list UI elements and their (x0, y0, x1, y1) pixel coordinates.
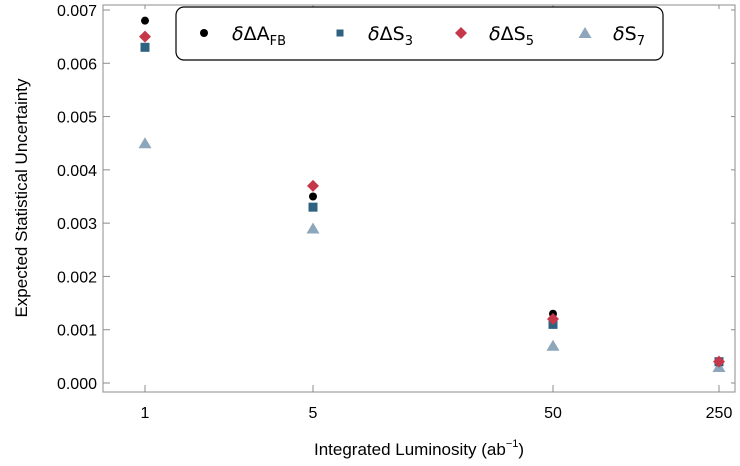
legend-marker-triangle (578, 27, 592, 38)
legend-label-main: ΔS (380, 23, 405, 45)
legend: δΔAFB δΔS3 δΔS5 δS7 (175, 6, 664, 61)
legend-marker-circle (200, 29, 208, 37)
y-tick-label: 0.006 (57, 56, 97, 73)
data-point-square (140, 42, 150, 52)
legend-label-subscript: FB (270, 34, 286, 49)
y-tick-label: 0.005 (57, 110, 97, 127)
y-axis-title: Expected Statistical Uncertainty (12, 78, 31, 318)
y-tick-label: 0.002 (57, 269, 97, 286)
x-axis-title: Integrated Luminosity (ab−1) (314, 438, 524, 459)
data-point-circle (309, 192, 317, 201)
data-point-diamond (713, 355, 725, 368)
data-point-square (308, 202, 318, 212)
x-tick-label: 250 (706, 405, 733, 422)
data-point-triangle (546, 339, 560, 351)
legend-label-subscript: 5 (526, 34, 534, 49)
data-point-triangle (306, 222, 320, 234)
legend-label-main: ΔA (244, 23, 270, 45)
y-axis-ticks: 0.000 0.001 0.002 0.003 0.004 0.005 0.006 0.007 (57, 3, 735, 393)
legend-label: δΔS5 (489, 23, 534, 49)
legend-label-subscript: 3 (405, 34, 413, 49)
legend-label-prefix: δ (368, 23, 380, 45)
data-marks (138, 16, 726, 373)
y-tick-label: 0.000 (57, 376, 97, 393)
data-point-diamond (307, 179, 319, 192)
legend-label: δΔAFB (232, 23, 286, 49)
legend-marker-square (336, 29, 344, 37)
data-point-diamond (139, 30, 151, 43)
legend-label: δΔS3 (368, 23, 413, 49)
legend-label-prefix: δ (489, 23, 501, 45)
legend-box (175, 6, 664, 61)
data-point-circle (141, 16, 149, 25)
x-tick-label: 1 (141, 405, 150, 422)
y-tick-label: 0.003 (57, 216, 97, 233)
legend-label-prefix: δ (232, 23, 244, 45)
x-tick-label: 5 (309, 405, 318, 422)
x-axis-ticks: 1 5 50 250 (141, 5, 733, 422)
legend-label: δS7 (613, 23, 645, 49)
y-tick-label: 0.001 (57, 323, 97, 340)
legend-label-subscript: 7 (637, 34, 645, 49)
x-tick-label: 50 (544, 405, 562, 422)
legend-marker-diamond (455, 27, 467, 39)
y-tick-label: 0.004 (57, 163, 97, 180)
data-point-diamond (547, 313, 559, 326)
data-point-triangle (138, 137, 152, 149)
legend-label-main: ΔS (501, 23, 526, 45)
y-tick-label: 0.007 (57, 3, 97, 20)
legend-label-prefix: δ (613, 23, 625, 45)
plot-frame (102, 4, 736, 393)
legend-label-main: S (625, 23, 637, 45)
